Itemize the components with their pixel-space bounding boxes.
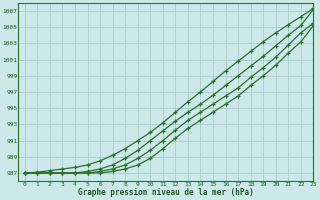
X-axis label: Graphe pression niveau de la mer (hPa): Graphe pression niveau de la mer (hPa) bbox=[78, 188, 254, 197]
